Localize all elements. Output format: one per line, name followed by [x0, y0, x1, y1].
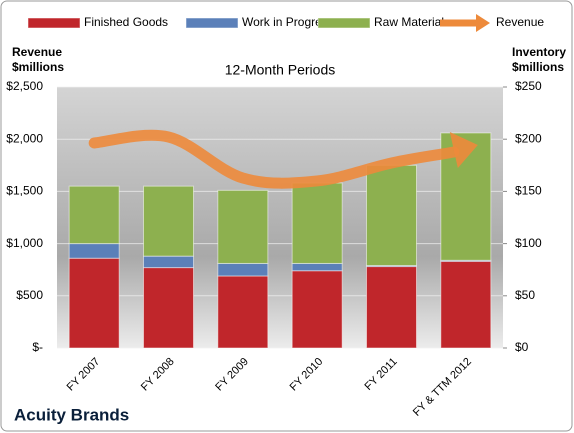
bar-segment [217, 189, 269, 264]
bar-segment [366, 164, 417, 267]
y2-tick-label: $250 [515, 79, 542, 93]
y-axis-title: Revenue $millions [12, 45, 65, 74]
y2-tick-label: $150 [515, 184, 542, 198]
bar-segment [291, 182, 343, 264]
bar-segment [143, 185, 194, 257]
bar-segment [68, 243, 120, 259]
legend-label: Work in Progress [242, 15, 334, 29]
bar-segment [68, 257, 120, 349]
y2-tick-label: $200 [515, 131, 542, 145]
bar-segment [143, 255, 194, 269]
y2-axis-title: Inventory $millions [512, 45, 567, 74]
revenue-arrowhead [449, 131, 478, 168]
y-tick-label: $2,000 [6, 131, 43, 145]
bar-segment [366, 266, 417, 349]
y-tick-label: $500 [16, 288, 43, 302]
y2-tick-label: $0 [515, 340, 529, 354]
legend-label: Finished Goods [84, 15, 168, 29]
legend-label: Raw Materials [374, 15, 450, 29]
legend-swatch [27, 17, 81, 29]
y-tick-label: $1,500 [6, 184, 43, 198]
bar-segment [291, 270, 343, 349]
revenue-line [88, 129, 460, 189]
bar-segment [291, 262, 343, 272]
y-tick-label: $- [32, 340, 43, 354]
legend-swatch [185, 17, 239, 29]
y-tick-label: $1,000 [6, 236, 43, 250]
legend-swatch [317, 17, 371, 29]
y-tick-label: $2,500 [6, 79, 43, 93]
bar-segment [440, 260, 492, 349]
bar-segment [217, 262, 269, 277]
y2-tick-label: $100 [515, 236, 542, 250]
bar-segment [143, 267, 194, 349]
plot-area [57, 87, 503, 348]
chart-title: 12-Month Periods [225, 62, 336, 78]
y2-tick-label: $50 [515, 288, 535, 302]
bar-segment [68, 185, 120, 245]
company-name: Acuity Brands [14, 405, 129, 424]
legend-label: Revenue [496, 15, 544, 29]
bar-segment [217, 275, 269, 349]
legend-swatch [476, 14, 490, 32]
